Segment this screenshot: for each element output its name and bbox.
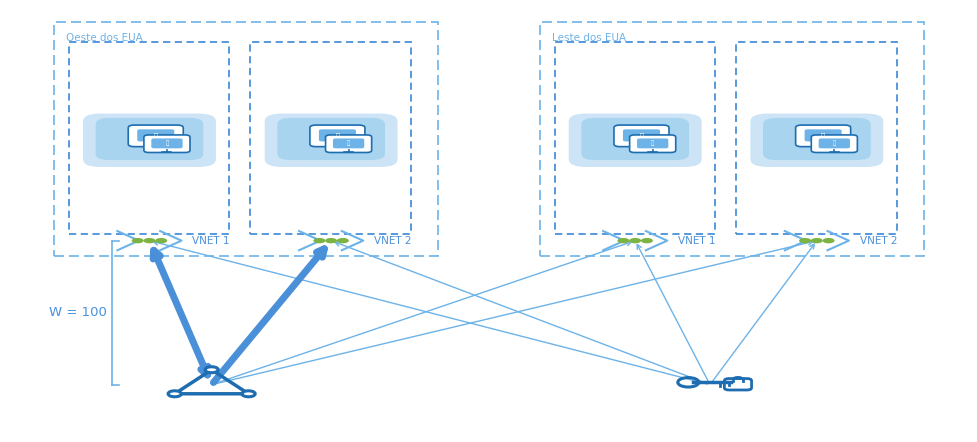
Text: VNET 2: VNET 2	[860, 236, 897, 246]
Bar	[55, 23, 438, 256]
FancyBboxPatch shape	[750, 114, 883, 167]
Circle shape	[641, 238, 653, 244]
Text: Ⓜ: Ⓜ	[651, 141, 655, 146]
FancyBboxPatch shape	[265, 114, 398, 167]
FancyBboxPatch shape	[614, 125, 669, 147]
Text: Ⓜ: Ⓜ	[153, 132, 158, 139]
FancyBboxPatch shape	[325, 135, 371, 152]
Circle shape	[155, 238, 167, 244]
Text: Ⓜ: Ⓜ	[832, 141, 836, 146]
Circle shape	[205, 367, 218, 373]
Text: Ⓜ: Ⓜ	[165, 141, 169, 146]
Bar	[555, 42, 715, 234]
FancyBboxPatch shape	[569, 114, 701, 167]
Circle shape	[337, 238, 349, 244]
Circle shape	[823, 238, 834, 244]
FancyBboxPatch shape	[811, 135, 858, 152]
Circle shape	[811, 238, 823, 244]
FancyBboxPatch shape	[763, 118, 871, 160]
FancyBboxPatch shape	[623, 130, 660, 141]
Text: VNET 1: VNET 1	[678, 236, 715, 246]
Circle shape	[314, 238, 325, 244]
Text: VNET 1: VNET 1	[192, 236, 230, 246]
Text: Ⓜ: Ⓜ	[821, 132, 826, 139]
FancyBboxPatch shape	[96, 118, 203, 160]
Text: Ⓜ: Ⓜ	[639, 132, 644, 139]
Circle shape	[144, 238, 155, 244]
Bar	[68, 42, 230, 234]
FancyBboxPatch shape	[819, 138, 850, 149]
Bar	[737, 42, 897, 234]
Circle shape	[325, 238, 337, 244]
Text: VNET 2: VNET 2	[374, 236, 411, 246]
Bar	[250, 42, 410, 234]
FancyBboxPatch shape	[319, 130, 356, 141]
FancyBboxPatch shape	[277, 118, 385, 160]
Text: Ⓜ: Ⓜ	[335, 132, 340, 139]
Text: Leste dos EUA: Leste dos EUA	[552, 33, 626, 43]
Text: W = 100: W = 100	[49, 306, 106, 319]
FancyBboxPatch shape	[83, 114, 216, 167]
Bar	[540, 23, 923, 256]
FancyBboxPatch shape	[805, 130, 841, 141]
Circle shape	[617, 238, 629, 244]
Circle shape	[132, 238, 144, 244]
Circle shape	[168, 391, 182, 397]
Text: Oeste dos EUA: Oeste dos EUA	[65, 33, 143, 43]
FancyBboxPatch shape	[128, 125, 184, 147]
FancyBboxPatch shape	[151, 138, 183, 149]
Circle shape	[799, 238, 811, 244]
FancyBboxPatch shape	[333, 138, 364, 149]
FancyBboxPatch shape	[581, 118, 689, 160]
Circle shape	[629, 238, 641, 244]
Circle shape	[242, 391, 255, 397]
FancyBboxPatch shape	[637, 138, 668, 149]
FancyBboxPatch shape	[310, 125, 365, 147]
FancyBboxPatch shape	[795, 125, 851, 147]
Text: Ⓜ: Ⓜ	[347, 141, 350, 146]
FancyBboxPatch shape	[144, 135, 190, 152]
FancyBboxPatch shape	[137, 130, 174, 141]
FancyBboxPatch shape	[629, 135, 676, 152]
